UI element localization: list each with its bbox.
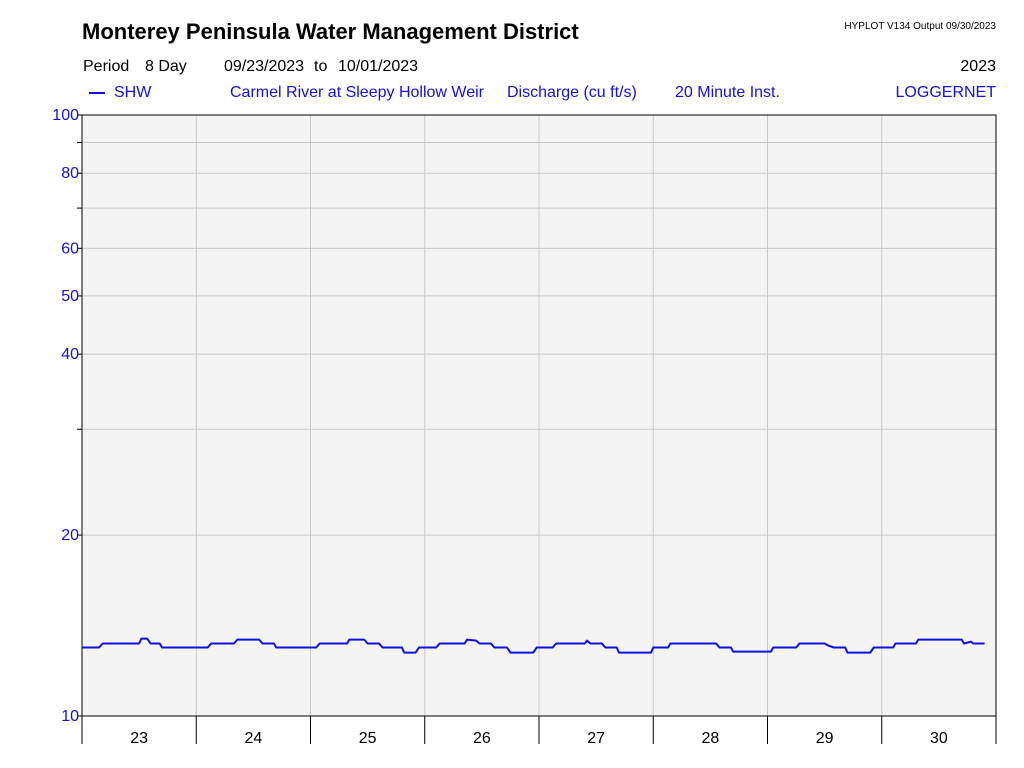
legend-site-code: SHW <box>114 84 152 101</box>
start-date: 09/23/2023 <box>224 58 305 75</box>
plot-frame <box>81 114 997 717</box>
y-tick-label: 20 <box>61 527 79 544</box>
y-tick-label: 80 <box>61 165 79 182</box>
program-version-label: HYPLOT V134 Output 09/30/2023 <box>844 21 996 32</box>
legend-variable: Discharge (cu ft/s) <box>507 84 637 101</box>
page-title: Monterey Peninsula Water Management Dist… <box>82 19 579 44</box>
y-tick-label: 60 <box>61 240 79 257</box>
legend-site-name: Carmel River at Sleepy Hollow Weir <box>230 84 484 101</box>
x-tick-label: 29 <box>816 730 834 747</box>
legend-source: LOGGERNET <box>895 84 996 101</box>
year-label: 2023 <box>960 58 996 75</box>
period-label: Period <box>83 58 130 75</box>
legend-interval: 20 Minute Inst. <box>675 84 780 101</box>
period-length: 8 Day <box>145 58 187 75</box>
series-line-shw <box>82 637 985 654</box>
y-tick-label: 40 <box>61 346 79 363</box>
x-tick-label: 25 <box>359 730 377 747</box>
to-label: to <box>314 58 328 75</box>
series-legend-line-icon <box>89 92 105 94</box>
y-tick-label: 50 <box>61 288 79 305</box>
x-tick-label: 26 <box>473 730 491 747</box>
x-tick-label: 27 <box>587 730 605 747</box>
x-tick-label: 24 <box>244 730 262 747</box>
x-tick-label: 23 <box>130 730 148 747</box>
x-tick-label: 30 <box>930 730 948 747</box>
x-tick-label: 28 <box>701 730 719 747</box>
y-tick-label: 10 <box>61 708 79 725</box>
end-date: 10/01/2023 <box>338 58 419 75</box>
y-tick-label: 100 <box>52 107 79 124</box>
